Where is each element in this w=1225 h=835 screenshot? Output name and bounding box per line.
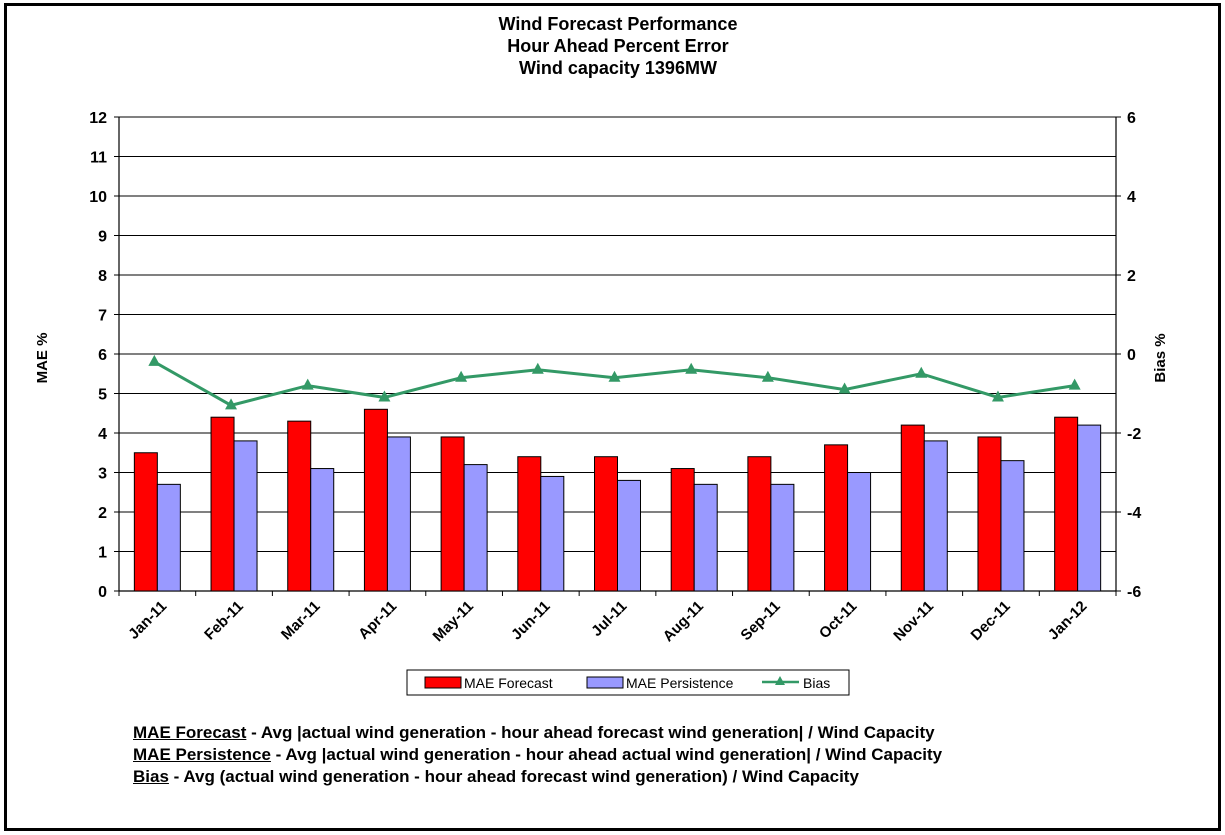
bias-point	[991, 390, 1004, 402]
bar-mae-forecast	[977, 436, 1002, 592]
x-tick-label: Aug-11	[660, 598, 707, 645]
y2-tick-label: -2	[1127, 426, 1141, 443]
legend-swatch-mae-forecast	[424, 676, 462, 689]
bar-mae-persistence	[386, 436, 411, 592]
y2-tick-label: 4	[1127, 189, 1136, 206]
x-tick-label: Apr-11	[355, 598, 400, 643]
legend-label-mae-forecast: MAE Forecast	[464, 675, 553, 691]
bar-mae-persistence	[617, 479, 641, 592]
y-tick-label: 1	[98, 545, 107, 562]
bar-mae-forecast	[517, 456, 542, 592]
y2-tick-label: 6	[1127, 110, 1136, 127]
bar-mae-persistence	[540, 475, 565, 592]
y-tick-label: 7	[98, 308, 107, 325]
bar-mae-persistence	[770, 483, 795, 592]
y2-tick-label: 2	[1127, 268, 1136, 285]
bar-mae-forecast	[747, 456, 772, 592]
x-tick-label: Sep-11	[737, 598, 783, 644]
x-tick-label: Jan-12	[1045, 598, 1091, 644]
note-mae-persistence: MAE Persistence - Avg |actual wind gener…	[133, 744, 942, 766]
y-tick-label: 12	[89, 110, 107, 127]
bias-line	[153, 360, 1075, 407]
bar-mae-forecast	[133, 452, 158, 592]
x-tick-label: Jan-11	[125, 598, 170, 643]
y-tick-label: 5	[98, 387, 107, 404]
note-text: - Avg |actual wind generation - hour ahe…	[246, 723, 935, 742]
y2-tick-label: -6	[1127, 584, 1141, 601]
y-tick-label: 6	[98, 347, 107, 364]
bar-mae-persistence	[847, 472, 872, 592]
note-term: Bias	[133, 767, 169, 786]
bias-point	[761, 370, 774, 382]
x-tick-label: Mar-11	[278, 598, 324, 644]
bias-point	[1068, 378, 1081, 390]
bias-point	[608, 370, 621, 382]
legend-swatch-mae-persistence	[586, 676, 624, 689]
bar-mae-persistence	[923, 440, 948, 592]
y-tick-label: 8	[98, 268, 107, 285]
y-tick-label: 9	[98, 229, 107, 246]
bias-point	[915, 366, 928, 378]
chart-title-line: Wind capacity 1396MW	[519, 58, 717, 78]
bar-mae-forecast	[594, 456, 618, 592]
note-term: MAE Forecast	[133, 723, 247, 742]
legend-label-bias: Bias	[803, 675, 830, 691]
note-mae-forecast: MAE Forecast - Avg |actual wind generati…	[133, 722, 942, 744]
x-tick-label: Feb-11	[201, 598, 247, 644]
bar-mae-forecast	[210, 416, 235, 592]
bar-mae-forecast	[363, 408, 388, 592]
y2-tick-label: 0	[1127, 347, 1136, 364]
x-tick-label: Dec-11	[968, 598, 1014, 644]
y-tick-label: 4	[98, 426, 107, 443]
bias-point	[301, 378, 314, 390]
legend-label-mae-persistence: MAE Persistence	[626, 675, 734, 691]
bar-mae-persistence	[463, 464, 488, 592]
bar-mae-persistence	[310, 468, 335, 592]
y-tick-label: 11	[90, 150, 107, 167]
y-tick-label: 0	[98, 584, 107, 601]
x-tick-label: Jul-11	[588, 598, 630, 640]
x-tick-label: Jun-11	[508, 598, 554, 644]
bias-point	[225, 398, 238, 410]
bar-mae-forecast	[900, 424, 925, 592]
bias-point	[378, 390, 391, 402]
bar-mae-persistence	[1000, 460, 1025, 592]
bar-mae-forecast	[824, 444, 849, 592]
bar-mae-persistence	[693, 483, 718, 592]
note-term: MAE Persistence	[133, 745, 271, 764]
bar-mae-forecast	[1054, 416, 1079, 592]
bar-mae-persistence	[1077, 424, 1102, 592]
bias-point	[838, 382, 851, 394]
legend-swatch-bias-marker	[775, 676, 785, 685]
bar-mae-forecast	[670, 468, 695, 592]
y-tick-label: 10	[89, 189, 107, 206]
bar-mae-persistence	[233, 440, 258, 592]
chart-title-line: Wind Forecast Performance	[499, 14, 738, 34]
y-axis-label: MAE %	[34, 333, 51, 384]
y-tick-label: 2	[98, 505, 107, 522]
note-bias: Bias - Avg (actual wind generation - hou…	[133, 766, 942, 788]
chart-title-line: Hour Ahead Percent Error	[507, 36, 728, 56]
x-tick-label: Oct-11	[816, 598, 860, 642]
bias-point	[685, 362, 698, 374]
note-text: - Avg |actual wind generation - hour ahe…	[270, 745, 943, 764]
y2-tick-label: -4	[1127, 505, 1141, 522]
chart-frame: Wind Forecast Performance Hour Ahead Perc…	[4, 3, 1221, 831]
bar-mae-persistence	[156, 483, 181, 592]
bar-mae-forecast	[440, 436, 465, 592]
bar-mae-forecast	[287, 420, 312, 592]
bias-point	[455, 370, 468, 382]
definitions: MAE Forecast - Avg |actual wind generati…	[133, 722, 942, 788]
bias-point	[531, 362, 544, 374]
x-tick-label: May-11	[430, 598, 477, 645]
y-tick-label: 3	[98, 466, 107, 483]
x-tick-label: Nov-11	[890, 598, 937, 645]
y2-axis-label: Bias %	[1152, 333, 1169, 382]
note-text: - Avg (actual wind generation - hour ahe…	[168, 767, 859, 786]
bias-point	[148, 354, 161, 366]
